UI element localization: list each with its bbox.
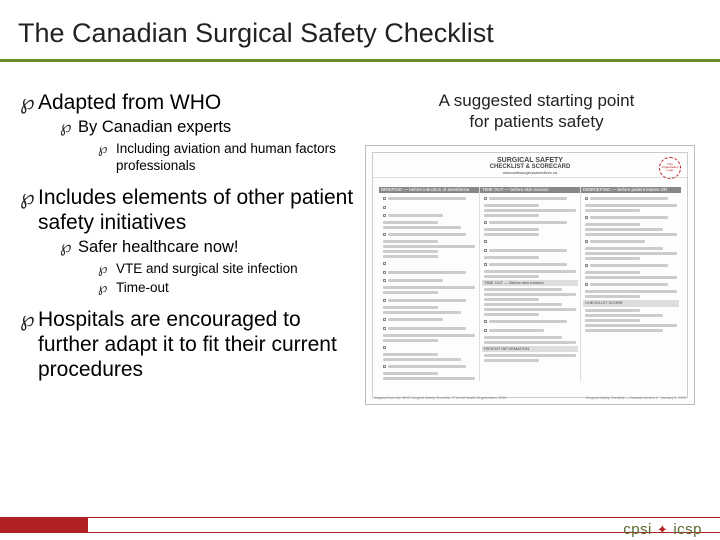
- content-area: Adapted from WHO By Canadian experts Inc…: [0, 62, 720, 405]
- logo-left: cpsi: [623, 521, 652, 538]
- right-column: A suggested starting point for patients …: [355, 90, 708, 405]
- footer-line-top: [0, 517, 720, 518]
- logo-right: icsp: [673, 521, 702, 538]
- bullet-adapted: Adapted from WHO By Canadian experts Inc…: [20, 90, 355, 175]
- bullet-column: Adapted from WHO By Canadian experts Inc…: [20, 90, 355, 405]
- bullet-includes: Includes elements of other patient safet…: [20, 185, 355, 297]
- bullet-text: By Canadian experts: [78, 118, 231, 136]
- bullet-aviation: Including aviation and human factors pro…: [98, 140, 355, 175]
- thumb-org-badge: Your Organization Logo: [659, 157, 681, 179]
- checklist-thumbnail: SURGICAL SAFETY CHECKLIST & SCORECARD ww…: [365, 145, 695, 405]
- thumb-col1-header: BRIEFING — before induction of anesthesi…: [379, 187, 479, 194]
- cpsi-logo: cpsi ✦ icsp: [623, 521, 702, 538]
- subtitle-line2: for patients safety: [469, 112, 603, 131]
- thumb-sec-c: PATIENT INFORMATION: [482, 346, 578, 352]
- thumb-url: www.safesurgerysaveslives.ca: [490, 171, 571, 175]
- thumb-sec-a: TIME OUT — Before skin incision: [482, 280, 578, 286]
- footer-red-block: [0, 518, 88, 532]
- footer-line-bottom: [0, 532, 720, 533]
- bullet-text: Hospitals are encouraged to further adap…: [38, 308, 337, 381]
- thumb-sec-b: CHECKLIST SCORE: [583, 300, 679, 306]
- thumb-col3-header: DEBRIEFING — before patient leaves OR: [581, 187, 681, 194]
- title-bar: The Canadian Surgical Safety Checklist: [0, 0, 720, 62]
- bullet-text: Time-out: [116, 280, 169, 295]
- thumb-col-briefing: BRIEFING — before induction of anesthesi…: [379, 187, 480, 381]
- thumb-foot-left: Adapted from the WHO Surgical Safety Che…: [374, 397, 506, 401]
- thumb-foot-right: Surgical Safety Checklist — Canada Versi…: [586, 397, 686, 401]
- bullet-text: Including aviation and human factors pro…: [116, 141, 336, 174]
- subtitle-line1: A suggested starting point: [439, 91, 635, 110]
- thumb-title: SURGICAL SAFETY: [490, 157, 571, 165]
- maple-leaf-icon: ✦: [657, 522, 668, 538]
- bullet-experts: By Canadian experts Including aviation a…: [60, 117, 355, 175]
- bullet-text: Safer healthcare now!: [78, 238, 239, 256]
- right-subtitle: A suggested starting point for patients …: [365, 90, 708, 133]
- bullet-safer: Safer healthcare now! VTE and surgical s…: [60, 237, 355, 297]
- slide-footer: cpsi ✦ icsp: [0, 510, 720, 540]
- bullet-hospitals: Hospitals are encouraged to further adap…: [20, 307, 355, 383]
- bullet-text: VTE and surgical site infection: [116, 261, 298, 276]
- thumb-col-debrief: DEBRIEFING — before patient leaves OR: [581, 187, 681, 381]
- bullet-timeout: Time-out: [98, 279, 355, 297]
- thumb-col2-header: TIME OUT — before skin incision: [480, 187, 580, 194]
- bullet-text: Includes elements of other patient safet…: [38, 186, 353, 234]
- bullet-vte: VTE and surgical site infection: [98, 260, 355, 278]
- page-title: The Canadian Surgical Safety Checklist: [18, 18, 702, 49]
- bullet-text: Adapted from WHO: [38, 91, 221, 114]
- thumb-col-timeout: TIME OUT — before skin incision TIME OUT…: [480, 187, 581, 381]
